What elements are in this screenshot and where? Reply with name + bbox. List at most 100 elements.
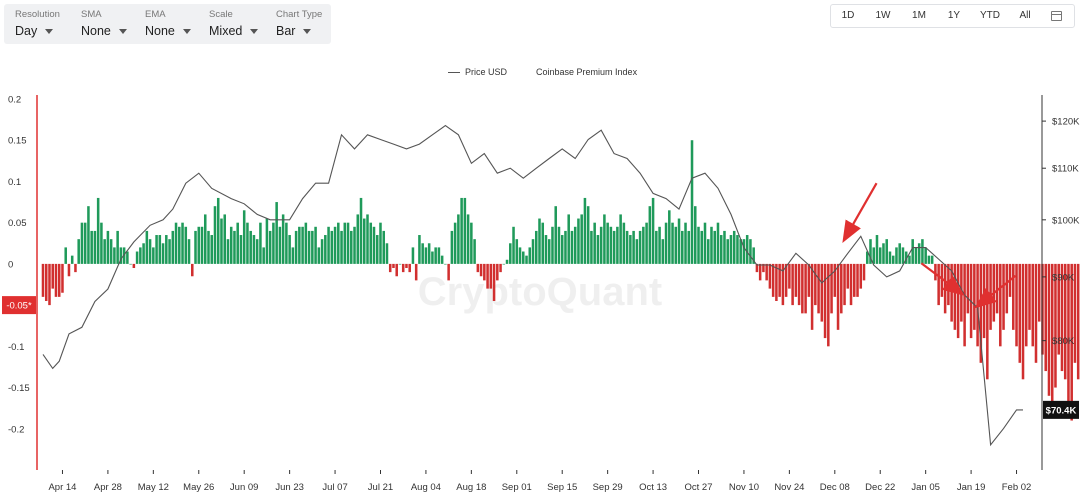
premium-bar xyxy=(44,263,48,301)
premium-bar xyxy=(77,239,80,264)
premium-bar xyxy=(363,218,366,264)
control-chart-type[interactable]: Chart Type Bar xyxy=(265,4,331,44)
premium-bar xyxy=(272,222,275,264)
premium-bar xyxy=(152,247,155,264)
premium-bar xyxy=(966,263,970,314)
premium-bar xyxy=(346,222,350,264)
control-value[interactable]: Day xyxy=(15,24,70,38)
range-button-1m[interactable]: 1M xyxy=(912,10,926,21)
control-value[interactable]: None xyxy=(145,24,198,38)
premium-bar xyxy=(220,218,223,264)
range-button-1d[interactable]: 1D xyxy=(841,10,855,21)
calendar-icon[interactable] xyxy=(1051,11,1062,21)
control-scale[interactable]: Scale Mixed xyxy=(198,4,265,44)
premium-bar xyxy=(736,235,739,264)
premium-bar xyxy=(716,222,720,264)
premium-bar xyxy=(304,222,308,264)
control-value[interactable]: Mixed xyxy=(209,24,265,38)
premium-bar xyxy=(109,239,113,264)
premium-bar xyxy=(453,222,457,264)
control-label: Scale xyxy=(209,9,233,20)
premium-bar xyxy=(914,247,918,264)
premium-bar xyxy=(405,263,408,269)
premium-bar xyxy=(645,222,648,264)
premium-bar xyxy=(726,239,729,264)
control-value-text: None xyxy=(81,24,111,38)
premium-bar xyxy=(719,235,723,264)
range-button-all[interactable]: All xyxy=(1019,10,1031,21)
premium-bar xyxy=(337,222,340,264)
premium-bar xyxy=(502,263,506,265)
premium-bar xyxy=(440,255,444,264)
control-resolution[interactable]: Resolution Day xyxy=(4,4,70,44)
x-tick-label: Jun 09 xyxy=(230,482,259,492)
premium-bar xyxy=(408,263,411,273)
premium-bar xyxy=(625,230,629,264)
premium-bar xyxy=(298,226,301,264)
premium-bar xyxy=(259,222,262,264)
premium-bar xyxy=(768,263,772,289)
premium-bar xyxy=(496,263,499,281)
premium-bar xyxy=(499,263,502,273)
premium-bar xyxy=(668,210,671,264)
premium-bar xyxy=(418,235,421,264)
premium-bar xyxy=(392,263,395,269)
x-tick-label: Jan 05 xyxy=(911,482,940,492)
control-sma[interactable]: SMA None xyxy=(70,4,134,44)
range-button-1y[interactable]: 1Y xyxy=(947,10,961,21)
watermark: CryptoQuant xyxy=(418,270,662,314)
premium-bar xyxy=(729,235,733,264)
premium-bar xyxy=(492,263,496,301)
premium-bar xyxy=(320,239,324,264)
premium-bar xyxy=(814,263,817,306)
range-button-ytd[interactable]: YTD xyxy=(980,10,1000,21)
premium-bar xyxy=(830,263,833,314)
premium-bar xyxy=(158,235,162,264)
x-tick-label: Aug 18 xyxy=(456,482,486,492)
control-value[interactable]: Bar xyxy=(276,24,331,38)
premium-bar xyxy=(479,263,483,277)
premium-bar xyxy=(324,235,327,264)
premium-bar xyxy=(210,235,214,264)
premium-bar xyxy=(908,255,911,264)
premium-bar xyxy=(593,222,596,264)
chevron-down-icon xyxy=(45,28,54,34)
premium-bar xyxy=(359,197,363,264)
range-button-1w[interactable]: 1W xyxy=(875,10,891,21)
premium-bar xyxy=(457,214,460,264)
premium-bar xyxy=(590,230,593,264)
premium-bar xyxy=(1050,263,1054,405)
y-right-tick-label: $90K xyxy=(1052,272,1075,283)
premium-bar xyxy=(755,263,759,273)
current-price-badge xyxy=(1043,400,1079,419)
price-legend-label: Price USD xyxy=(465,67,508,77)
premium-bar xyxy=(642,226,645,264)
premium-bar xyxy=(434,247,437,264)
x-tick-label: Apr 14 xyxy=(48,482,76,492)
premium-bar xyxy=(651,197,655,264)
premium-bar xyxy=(638,230,642,264)
premium-bar xyxy=(612,230,616,264)
premium-bar xyxy=(723,230,726,264)
control-ema[interactable]: EMA None xyxy=(134,4,198,44)
premium-bar xyxy=(528,247,532,264)
control-value[interactable]: None xyxy=(81,24,134,38)
premium-bar xyxy=(512,226,515,264)
premium-bar xyxy=(463,197,467,264)
premium-bar xyxy=(940,263,944,297)
premium-bar xyxy=(888,251,892,264)
premium-bar xyxy=(846,263,850,289)
premium-bar xyxy=(1021,263,1025,380)
premium-bar xyxy=(924,247,927,264)
premium-bar xyxy=(655,230,658,264)
premium-bar xyxy=(288,235,291,264)
premium-bar xyxy=(509,243,512,264)
premium-bar xyxy=(956,263,960,339)
price-legend-marker xyxy=(448,71,460,73)
premium-bar xyxy=(427,243,431,264)
chevron-down-icon xyxy=(250,28,259,34)
price-line xyxy=(42,124,1023,447)
premium-bar xyxy=(87,206,90,264)
premium-bar xyxy=(856,263,859,297)
premium-bar xyxy=(999,263,1002,347)
